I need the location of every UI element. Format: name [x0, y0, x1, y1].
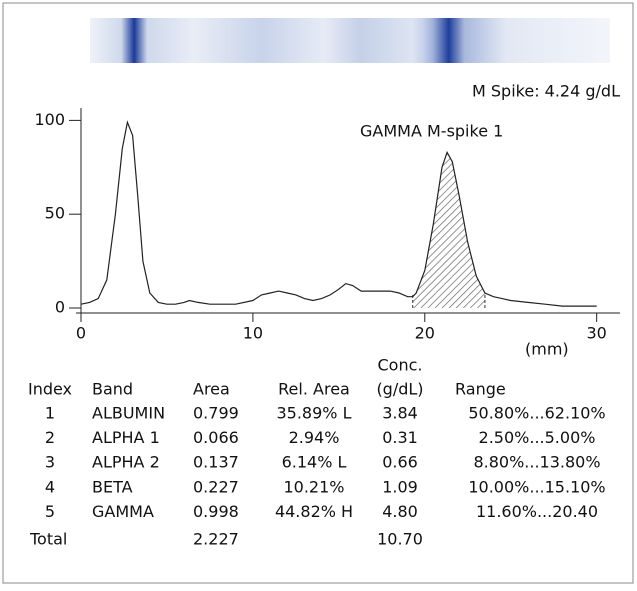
table-cell: 0.998	[193, 502, 239, 521]
table-cell: GAMMA	[92, 502, 154, 521]
x-tick-label: 20	[415, 324, 435, 343]
table-cell: 0.066	[193, 428, 239, 447]
table-cell: 6.14% L	[282, 453, 347, 472]
densitometry-line	[81, 122, 597, 306]
total-label: Total	[29, 530, 67, 549]
x-axis-label: (mm)	[525, 340, 569, 359]
table-cell: 2	[45, 428, 55, 447]
table-cell: 1	[45, 404, 55, 423]
table-cell: 35.89% L	[276, 404, 351, 423]
header-cell: (g/dL)	[376, 380, 423, 399]
header-cell: Area	[193, 380, 230, 399]
total-conc: 10.70	[377, 530, 423, 549]
gel-strip	[90, 18, 610, 63]
y-tick-label: 50	[45, 204, 65, 223]
table-cell: 0.66	[382, 453, 418, 472]
table-cell: 1.09	[382, 477, 418, 496]
table-cell: 0.137	[193, 453, 239, 472]
total-area: 2.227	[193, 530, 239, 549]
header-cell: Band	[92, 380, 133, 399]
m-spike-title: M Spike: 4.24 g/dL	[472, 82, 620, 101]
table-cell: BETA	[92, 477, 133, 496]
m-spike-area	[413, 152, 485, 308]
table-cell: 4	[45, 477, 55, 496]
x-tick-label: 30	[586, 324, 606, 343]
header-cell: Index	[28, 380, 72, 399]
table-cell: 2.50%...5.00%	[479, 428, 596, 447]
y-tick-label: 0	[55, 298, 65, 317]
table-cell: ALPHA 2	[92, 453, 160, 472]
table-cell: 2.94%	[289, 428, 340, 447]
table-cell: 11.60%...20.40	[476, 502, 598, 521]
table-cell: 0.31	[382, 428, 418, 447]
table-cell: 4.80	[382, 502, 418, 521]
x-tick-label: 10	[243, 324, 263, 343]
header-cell: Rel. Area	[278, 380, 350, 399]
table-cell: 50.80%...62.10%	[468, 404, 605, 423]
table-cell: 0.799	[193, 404, 239, 423]
header-cell: Conc.	[378, 356, 423, 375]
table-cell: 0.227	[193, 477, 239, 496]
x-tick-label: 0	[76, 324, 86, 343]
table-cell: ALPHA 1	[92, 428, 160, 447]
table-cell: 5	[45, 502, 55, 521]
table-cell: 10.00%...15.10%	[468, 477, 605, 496]
table-cell: 44.82% H	[275, 502, 353, 521]
table-cell: ALBUMIN	[92, 404, 165, 423]
table-cell: 8.80%...13.80%	[473, 453, 600, 472]
table-cell: 3	[45, 453, 55, 472]
page: {"chart_data": {"type": "line", "title":…	[0, 0, 637, 591]
table: Index Band Area Rel. Area Conc. (g/dL) Range 1 A…	[28, 356, 606, 549]
table-cell: 3.84	[382, 404, 418, 423]
chart: M Spike: 4.24 g/dL (mm) GAMMA M-spike 1 …	[0, 0, 637, 587]
header-cell: Range	[455, 380, 506, 399]
table-cell: 10.21%	[283, 477, 344, 496]
y-tick-label: 100	[34, 110, 65, 129]
annotation: GAMMA M-spike 1	[360, 122, 503, 141]
